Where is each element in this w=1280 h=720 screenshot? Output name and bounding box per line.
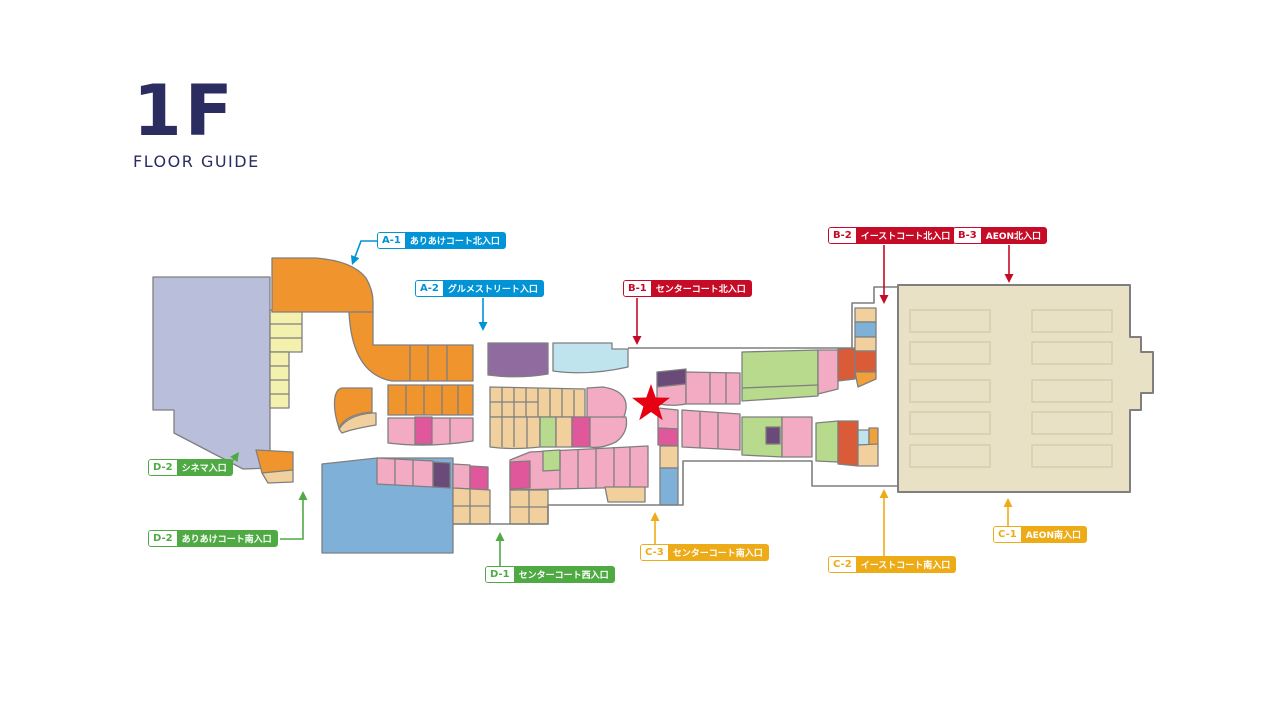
aeon-section [1032, 310, 1112, 332]
cinema-area [153, 277, 302, 483]
entrance-arrow-C-3 [650, 512, 660, 521]
aeon-section [910, 342, 990, 364]
aeon-section [910, 310, 990, 332]
mall-outline [453, 287, 898, 524]
floor-title-block: 1F FLOOR GUIDE [133, 76, 260, 171]
aeon-section [1032, 342, 1112, 364]
entrance-arrows [229, 241, 1014, 566]
aeon-section [1032, 445, 1112, 467]
aeon-section [1032, 412, 1112, 434]
entrance-arrow-D-2 [230, 452, 239, 462]
entrance-arrow-C-1 [1003, 498, 1013, 507]
entrance-arrow-C-2 [879, 489, 889, 498]
aeon-section [910, 380, 990, 402]
floor-number: 1F [133, 70, 236, 152]
entrance-arrow-A-1 [355, 241, 377, 257]
entrance-arrow-B-2 [879, 295, 889, 304]
entrance-arrow-B-3 [1004, 274, 1014, 283]
entrance-arrow-A-2 [478, 322, 488, 331]
entrance-arrow-B-1 [632, 336, 642, 345]
aeon-store-sections [910, 310, 1112, 467]
entrance-arrow-D-1 [495, 532, 505, 541]
aeon-section [910, 445, 990, 467]
floor-guide-subtitle: FLOOR GUIDE [133, 152, 260, 171]
east-court-shops [657, 308, 878, 505]
south-shops [322, 446, 648, 553]
center-court-shops [490, 387, 627, 449]
aeon-section [910, 412, 990, 434]
entrance-arrow-A-1 [350, 254, 360, 265]
north-center-shops [488, 343, 628, 377]
gourmet-street-shops [272, 258, 473, 445]
entrance-arrow-D-2 [298, 491, 308, 500]
aeon-store [898, 285, 1153, 492]
entrance-arrow-D-2 [280, 500, 303, 539]
star-marker [632, 384, 670, 421]
aeon-section [1032, 380, 1112, 402]
